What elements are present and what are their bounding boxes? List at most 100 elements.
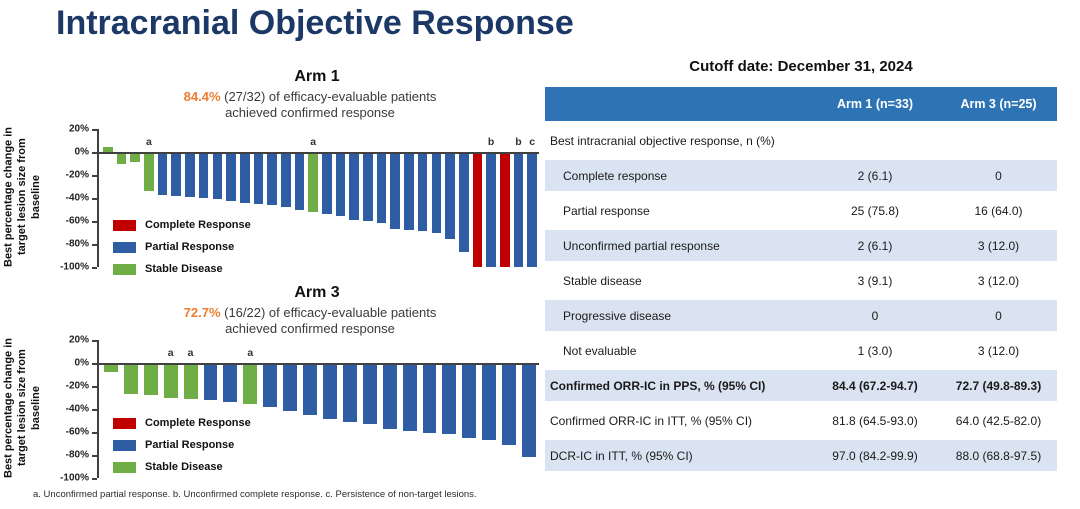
cell-arm1: 3 (9.1) bbox=[857, 273, 893, 288]
row-label: DCR-IC in ITT, % (95% CI) bbox=[550, 448, 693, 463]
legend-swatch-blue bbox=[113, 241, 136, 253]
waterfall-bar bbox=[417, 152, 428, 232]
headline-text: (16/22) of efficacy-evaluable patients bbox=[220, 305, 437, 320]
row-label: Not evaluable bbox=[563, 343, 637, 358]
y-tick-label: 0% bbox=[74, 146, 89, 158]
waterfall-bar bbox=[513, 152, 524, 267]
y-tick-label: 0% bbox=[74, 357, 89, 369]
legend-item: Partial Response bbox=[113, 434, 251, 456]
waterfall-bar bbox=[349, 152, 359, 220]
zero-axis-line bbox=[97, 363, 539, 365]
waterfall-bar bbox=[335, 152, 346, 217]
response-table: Arm 1 (n=33) Arm 3 (n=25) Best intracrania… bbox=[545, 87, 1057, 471]
cell-arm1: 81.8 (64.5-93.0) bbox=[832, 413, 918, 428]
row-label: Stable disease bbox=[563, 273, 642, 288]
chart-title: Arm 3 bbox=[294, 284, 340, 301]
waterfall-bar bbox=[402, 363, 417, 431]
bar-annotation: b bbox=[515, 136, 522, 148]
cell-arm1: 2 (6.1) bbox=[857, 238, 893, 253]
waterfall-bar bbox=[171, 152, 182, 196]
waterfall-bar bbox=[404, 152, 414, 231]
cell-arm1: 84.4 (67.2-94.7) bbox=[832, 378, 918, 393]
cell-arm3: 16 (64.0) bbox=[974, 203, 1023, 218]
headline-percentage: 72.7% bbox=[183, 305, 221, 320]
zero-axis-line bbox=[97, 152, 539, 154]
waterfall-bar bbox=[472, 152, 483, 267]
page-title: Intracranial Objective Response bbox=[56, 4, 574, 42]
waterfall-bar bbox=[143, 363, 158, 396]
legend-swatch-blue bbox=[113, 439, 136, 451]
legend-label: Complete Response bbox=[145, 219, 251, 231]
waterfall-bar bbox=[376, 152, 387, 224]
legend-label: Partial Response bbox=[145, 439, 235, 451]
waterfall-bar bbox=[203, 363, 218, 400]
table-row: DCR-IC in ITT, % (95% CI) 97.0 (84.2-99.9… bbox=[545, 440, 1057, 471]
y-tick-mark bbox=[92, 267, 97, 269]
chart-legend: Complete Response Partial Response Stable … bbox=[113, 412, 251, 478]
y-tick-mark bbox=[92, 386, 97, 388]
cell-arm1: 2 (6.1) bbox=[857, 168, 893, 183]
table-row: Partial response 25 (75.8) 16 (64.0) bbox=[545, 195, 1057, 226]
legend-item: Partial Response bbox=[113, 236, 251, 258]
legend-item: Stable Disease bbox=[113, 456, 251, 478]
waterfall-bar bbox=[442, 363, 457, 435]
headline-percentage: 84.4% bbox=[183, 89, 221, 104]
waterfall-bar bbox=[103, 147, 113, 152]
cell-arm1: 0 bbox=[871, 308, 879, 323]
waterfall-bar bbox=[322, 363, 337, 420]
chart-title: Arm 1 bbox=[294, 68, 340, 85]
waterfall-bar bbox=[223, 363, 238, 403]
headline-text: (27/32) of efficacy-evaluable patients bbox=[220, 89, 437, 104]
legend-item: Complete Response bbox=[113, 412, 251, 434]
cell-arm3: 3 (12.0) bbox=[977, 273, 1020, 288]
chart-legend: Complete Response Partial Response Stable … bbox=[113, 214, 251, 280]
waterfall-bar bbox=[445, 152, 455, 240]
cell-arm3: 3 (12.0) bbox=[977, 343, 1020, 358]
y-tick-label: -40% bbox=[65, 192, 89, 204]
y-tick-mark bbox=[92, 175, 97, 177]
legend-item: Stable Disease bbox=[113, 258, 251, 280]
y-tick-label: 20% bbox=[68, 334, 89, 346]
table-section-row: Best intracranial objective response, n … bbox=[545, 125, 1057, 156]
waterfall-bar bbox=[280, 152, 291, 208]
y-tick-mark bbox=[92, 198, 97, 200]
y-tick-mark bbox=[92, 152, 97, 154]
waterfall-bar bbox=[458, 152, 469, 253]
waterfall-bar bbox=[198, 152, 209, 198]
waterfall-bar bbox=[486, 152, 496, 267]
bar-annotation: a bbox=[187, 347, 194, 359]
cell-arm3: 0 bbox=[995, 308, 1002, 323]
waterfall-bar bbox=[103, 363, 118, 373]
bar-annotation: a bbox=[145, 136, 152, 148]
waterfall-chart-arm-1: Arm 1 84.4% (27/32) of efficacy-evaluable… bbox=[0, 68, 565, 283]
waterfall-chart-arm-3: Arm 3 72.7% (16/22) of efficacy-evaluable… bbox=[0, 284, 565, 499]
bar-annotation: a bbox=[167, 347, 174, 359]
y-axis-label: Best percentage change in target lesion … bbox=[2, 127, 42, 267]
column-header-arm3: Arm 3 (n=25) bbox=[960, 97, 1037, 111]
waterfall-bar bbox=[522, 363, 536, 458]
y-tick-label: -20% bbox=[65, 380, 89, 392]
table-row: Not evaluable 1 (3.0) 3 (12.0) bbox=[545, 335, 1057, 366]
waterfall-bar bbox=[462, 363, 477, 438]
y-tick-label: -100% bbox=[60, 261, 89, 273]
cell-arm1: 97.0 (84.2-99.9) bbox=[832, 448, 918, 463]
waterfall-bar bbox=[382, 363, 397, 429]
waterfall-bar bbox=[263, 363, 278, 407]
y-tick-mark bbox=[92, 244, 97, 246]
waterfall-bar bbox=[422, 363, 437, 434]
y-tick-mark bbox=[92, 409, 97, 411]
y-tick-mark bbox=[92, 455, 97, 457]
row-label: Confirmed ORR-IC in PPS, % (95% CI) bbox=[550, 378, 766, 393]
bar-annotation: a bbox=[247, 347, 254, 359]
legend-label: Partial Response bbox=[145, 241, 235, 253]
row-label: Complete response bbox=[563, 168, 668, 183]
y-tick-label: -60% bbox=[65, 215, 89, 227]
footnote: a. Unconfirmed partial response. b. Unco… bbox=[33, 489, 477, 500]
cutoff-date: Cutoff date: December 31, 2024 bbox=[689, 58, 913, 75]
y-axis-line bbox=[97, 340, 99, 478]
legend-label: Stable Disease bbox=[145, 263, 223, 275]
waterfall-bar bbox=[502, 363, 517, 445]
waterfall-bar bbox=[482, 363, 497, 441]
waterfall-bar bbox=[294, 152, 305, 210]
y-tick-mark bbox=[92, 221, 97, 223]
